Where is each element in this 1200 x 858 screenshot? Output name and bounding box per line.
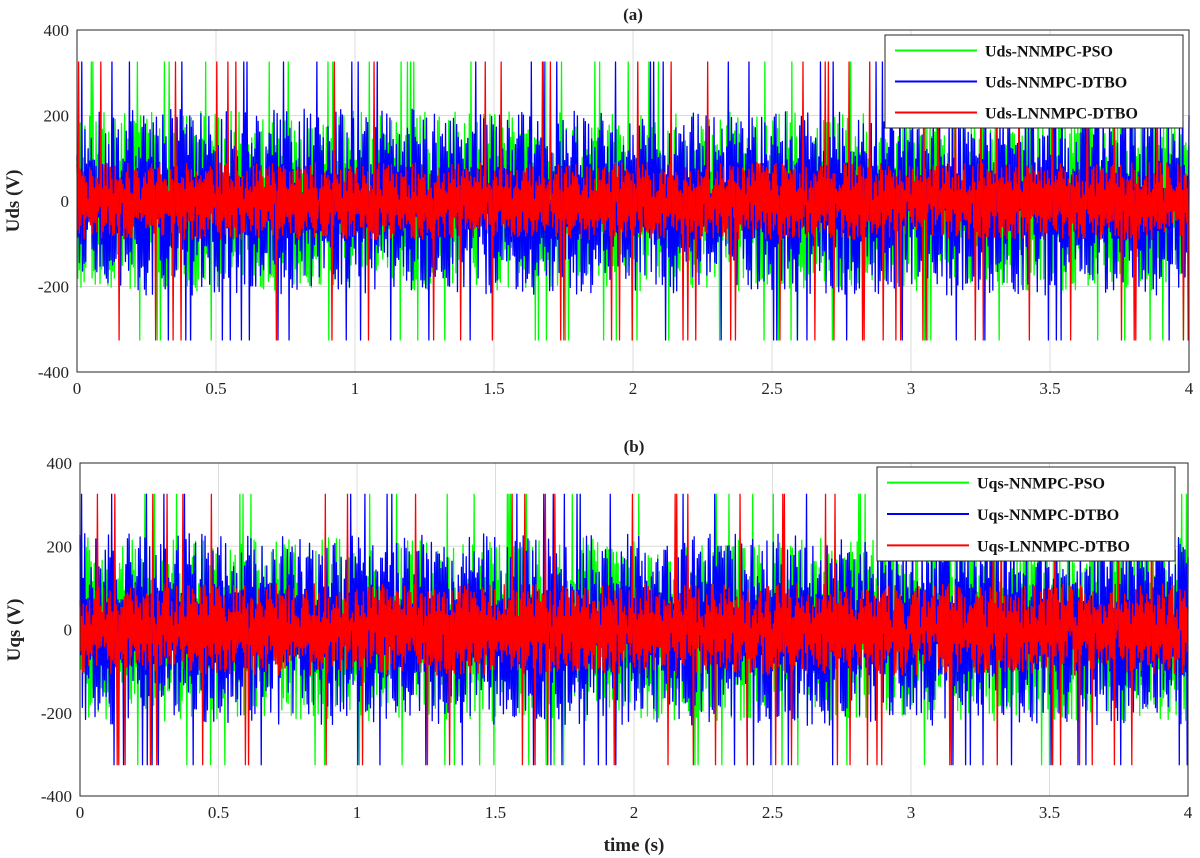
panel-b-legend: Uqs-NNMPC-PSO Uqs-NNMPC-DTBO Uqs-LNNMPC-DT…: [876, 466, 1176, 562]
x-tick-label: 2: [630, 803, 639, 822]
legend-label: Uqs-LNNMPC-DTBO: [977, 538, 1130, 555]
panel-b-title: (b): [624, 437, 645, 456]
panel-a-y-tick-labels: 400 200 0 -200 -400: [38, 21, 69, 382]
legend-label: Uqs-NNMPC-DTBO: [977, 507, 1119, 524]
y-tick-label: 400: [44, 21, 70, 40]
y-tick-label: -400: [38, 363, 69, 382]
x-tick-label: 3: [907, 803, 916, 822]
y-tick-label: -400: [41, 787, 72, 806]
panel-a-plot-lines: [76, 61, 1190, 341]
panel-a-legend: Uds-NNMPC-PSO Uds-NNMPC-DTBO Uds-LNNMPC-DT…: [884, 34, 1184, 129]
x-tick-label: 1: [351, 379, 360, 398]
panel-b: (b) 0 0.5 1 1.5 2 2.5 3 3.5 4 400 200 0 -200 -400 Uq…: [4, 437, 1193, 822]
series-line-uqs-lnnmpc-dtbo: [79, 493, 1189, 766]
x-tick-label: 4: [1184, 803, 1193, 822]
x-tick-label: 0: [73, 379, 82, 398]
x-tick-label: 3.5: [1039, 803, 1060, 822]
legend-label: Uds-NNMPC-PSO: [985, 44, 1113, 61]
panel-a-title: (a): [623, 5, 643, 24]
x-tick-label: 2.5: [761, 379, 782, 398]
x-tick-label: 3.5: [1039, 379, 1060, 398]
panel-b-x-tick-labels: 0 0.5 1 1.5 2 2.5 3 3.5 4: [76, 803, 1193, 822]
x-tick-label: 0.5: [208, 803, 229, 822]
x-tick-label: 2: [629, 379, 638, 398]
x-tick-label: 1.5: [485, 803, 506, 822]
x-tick-label: 3: [907, 379, 916, 398]
panel-b-axes-frame: [79, 462, 1189, 797]
x-tick-label: 2.5: [762, 803, 783, 822]
y-tick-label: 400: [47, 454, 73, 473]
panel-b-y-axis-label: Uqs (V): [4, 599, 25, 662]
panel-a-y-axis-label: Uds (V): [3, 170, 24, 233]
series-line-uds-lnnmpc-dtbo: [76, 61, 1190, 341]
panel-a-x-tick-labels: 0 0.5 1 1.5 2 2.5 3 3.5 4: [73, 379, 1194, 398]
y-tick-label: -200: [38, 278, 69, 297]
x-tick-label: 0.5: [205, 379, 226, 398]
x-axis-label: time (s): [604, 835, 665, 856]
legend-label: Uds-LNNMPC-DTBO: [985, 106, 1138, 123]
y-tick-label: -200: [41, 704, 72, 723]
legend-label: Uqs-NNMPC-PSO: [977, 476, 1105, 493]
panel-b-y-tick-labels: 400 200 0 -200 -400: [41, 454, 72, 806]
panel-a-axes-frame: [76, 29, 1190, 373]
y-tick-label: 0: [61, 192, 70, 211]
y-tick-label: 200: [47, 537, 73, 556]
panel-a: (a) 0 0.5 1 1.5 2 2.5 3 3.5 4 400 200 0 -200 -400 Ud…: [3, 5, 1194, 398]
y-tick-label: 200: [44, 107, 70, 126]
panel-b-plot-lines: [79, 493, 1189, 766]
legend-label: Uds-NNMPC-DTBO: [985, 75, 1127, 92]
x-tick-label: 1: [353, 803, 362, 822]
x-tick-label: 0: [76, 803, 85, 822]
x-tick-label: 1.5: [483, 379, 504, 398]
y-tick-label: 0: [64, 621, 73, 640]
x-tick-label: 4: [1185, 379, 1194, 398]
